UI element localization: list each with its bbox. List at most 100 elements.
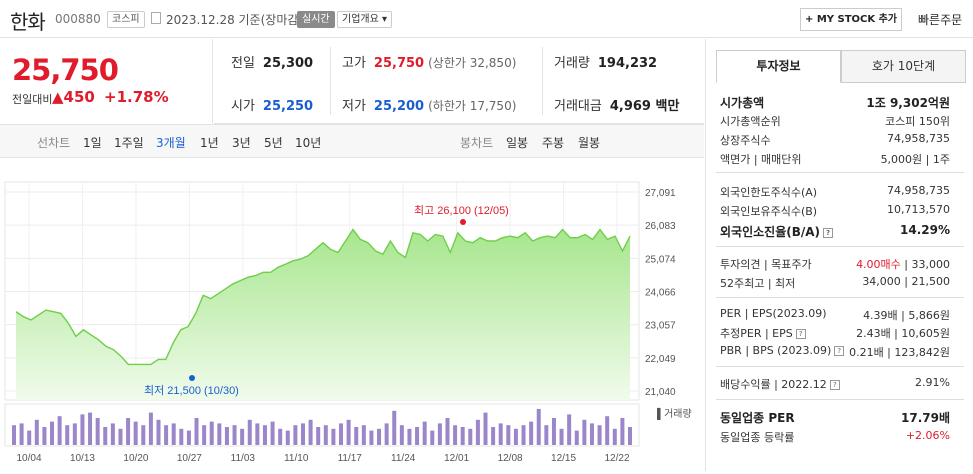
x-tick-label: 11/03 <box>231 453 256 464</box>
info-row-label: 추정PER | EPS? <box>720 325 806 341</box>
volume-bar <box>392 410 397 445</box>
x-tick-label: 10/04 <box>16 453 41 464</box>
stock-header: 한화 000880 코스피 2023.12.28 기준(장마감) 실시간 기업개… <box>0 0 973 38</box>
period-10y[interactable]: 10년 <box>295 136 322 150</box>
open-price: 시가 25,250 <box>231 99 314 114</box>
info-row-value: 1조 9,302억원 <box>866 96 950 110</box>
info-row-label: 시가총액순위 <box>720 115 781 128</box>
x-tick-label: 10/13 <box>70 453 95 464</box>
reference-date: 2023.12.28 기준(장마감) <box>166 13 304 27</box>
info-row-value: 10,713,570 <box>887 203 950 216</box>
volume-bar <box>521 425 526 445</box>
volume-bar <box>293 425 298 445</box>
volume-bar <box>506 425 511 445</box>
info-row-label: 상장주식수 <box>720 134 771 147</box>
volume-bar <box>95 418 100 445</box>
x-tick-label: 12/15 <box>551 453 576 464</box>
info-row-label: 액면가 | 매매단위 <box>720 153 802 166</box>
volume-bar <box>141 425 146 445</box>
current-price: 25,750 <box>12 53 119 87</box>
section-divider <box>716 172 964 173</box>
info-row: 동일업종 PER 17.79배 <box>720 409 950 427</box>
period-3m[interactable]: 3개월 <box>156 136 186 150</box>
volume-bar <box>529 421 534 445</box>
info-row-value: 코스피 150위 <box>885 115 950 128</box>
volume-bar <box>148 412 153 445</box>
diff-label: 전일대비 <box>12 93 53 106</box>
price-chart[interactable]: 27,091 26,083 25,074 24,066 23,057 22,049 21,0… <box>0 159 704 471</box>
info-tabs: 투자정보 호가 10단계 <box>716 50 966 83</box>
info-row: 투자의견 | 목표주가 4.00매수 | 33,000 <box>720 256 950 274</box>
add-my-stock-button[interactable]: + MY STOCK 추가 <box>800 8 902 31</box>
info-row: 추정PER | EPS? 2.43배 | 10,605원 <box>720 325 950 343</box>
company-overview-dropdown[interactable]: 기업개요 ▾ <box>337 11 392 28</box>
volume-bar <box>103 427 108 445</box>
candle-weekly[interactable]: 주봉 <box>542 136 565 150</box>
quick-order-button[interactable]: 빠른주문 <box>918 13 963 27</box>
volume-bar <box>247 419 252 445</box>
high-price: 고가 25,750 (상한가 32,850) <box>342 56 517 71</box>
volume-bar <box>460 427 465 445</box>
y-tick-label: 22,049 <box>645 354 676 365</box>
volume-bar <box>559 428 564 445</box>
volume-bar <box>437 423 442 445</box>
volume-bar <box>377 428 382 445</box>
x-tick-label: 11/24 <box>391 453 416 464</box>
info-row-label: 외국인소진율(B/A)? <box>720 223 834 240</box>
line-chart-label: 선차트 <box>37 136 71 150</box>
info-row-label: 52주최고 | 최저 <box>720 277 796 290</box>
help-icon[interactable]: ? <box>823 227 834 238</box>
period-1d[interactable]: 1일 <box>83 136 102 150</box>
volume-bar <box>597 425 602 445</box>
info-row-label: 동일업종 PER <box>720 411 795 425</box>
info-row: 시가총액 1조 9,302억원 <box>720 94 950 112</box>
section-divider <box>716 246 964 247</box>
section-divider <box>716 297 964 298</box>
x-tick-label: 12/01 <box>444 453 469 464</box>
help-icon[interactable]: ? <box>834 346 845 356</box>
price-chart-svg: 27,091 26,083 25,074 24,066 23,057 22,049 21,0… <box>4 181 692 464</box>
info-row-value: 4.39배 | 5,866원 <box>863 309 950 322</box>
price-stats: 전일 25,300 고가 25,750 (상한가 32,850) 거래량 194,232… <box>214 39 704 123</box>
volume-bar <box>209 421 214 445</box>
info-row-value: 0.21배 | 123,842원 <box>849 346 950 359</box>
candle-daily[interactable]: 일봉 <box>506 136 529 150</box>
info-row-value: 14.29% <box>900 223 950 237</box>
candle-monthly[interactable]: 월봉 <box>578 136 601 150</box>
info-row-value: +2.06% <box>905 429 950 442</box>
chart-period-bar: 선차트 1일 1주일 3개월 1년 3년 5년 10년 봉차트 일봉 주봉 월봉 <box>0 124 704 158</box>
period-1y[interactable]: 1년 <box>200 136 219 150</box>
volume-bar <box>72 423 77 445</box>
volume-bar <box>164 425 169 445</box>
volume-bar <box>589 423 594 445</box>
info-row-label: 시가총액 <box>720 96 765 110</box>
x-tick-label: 12/22 <box>604 453 629 464</box>
volume-bar <box>415 427 420 445</box>
volume-bar <box>339 423 344 445</box>
volume-bar <box>171 423 176 445</box>
help-icon[interactable]: ? <box>795 329 806 339</box>
low-marker <box>189 375 195 381</box>
info-row-value: 2.43배 | 10,605원 <box>856 327 950 340</box>
volume-bar <box>346 419 351 445</box>
info-row-label: 동일업종 등락률 <box>720 431 795 444</box>
tab-orderbook-10[interactable]: 호가 10단계 <box>841 50 966 83</box>
volume-label: ▌거래량 <box>657 407 692 421</box>
volume-bar <box>156 419 161 445</box>
period-1w[interactable]: 1주일 <box>114 136 144 150</box>
volume-frame <box>4 403 640 447</box>
volume-bar <box>407 428 412 445</box>
y-tick-label: 21,040 <box>645 387 676 398</box>
volume: 거래량 194,232 <box>554 56 658 71</box>
help-icon[interactable]: ? <box>829 380 840 390</box>
period-3y[interactable]: 3년 <box>232 136 251 150</box>
volume-bar <box>255 423 260 445</box>
realtime-button[interactable]: 실시간 <box>297 11 335 28</box>
volume-bar <box>430 430 435 445</box>
tab-investment-info[interactable]: 투자정보 <box>716 50 841 83</box>
volume-bar <box>300 423 305 445</box>
volume-bar <box>536 409 541 445</box>
volume-bar <box>323 425 328 445</box>
period-5y[interactable]: 5년 <box>264 136 283 150</box>
x-tick-label: 10/27 <box>177 453 202 464</box>
